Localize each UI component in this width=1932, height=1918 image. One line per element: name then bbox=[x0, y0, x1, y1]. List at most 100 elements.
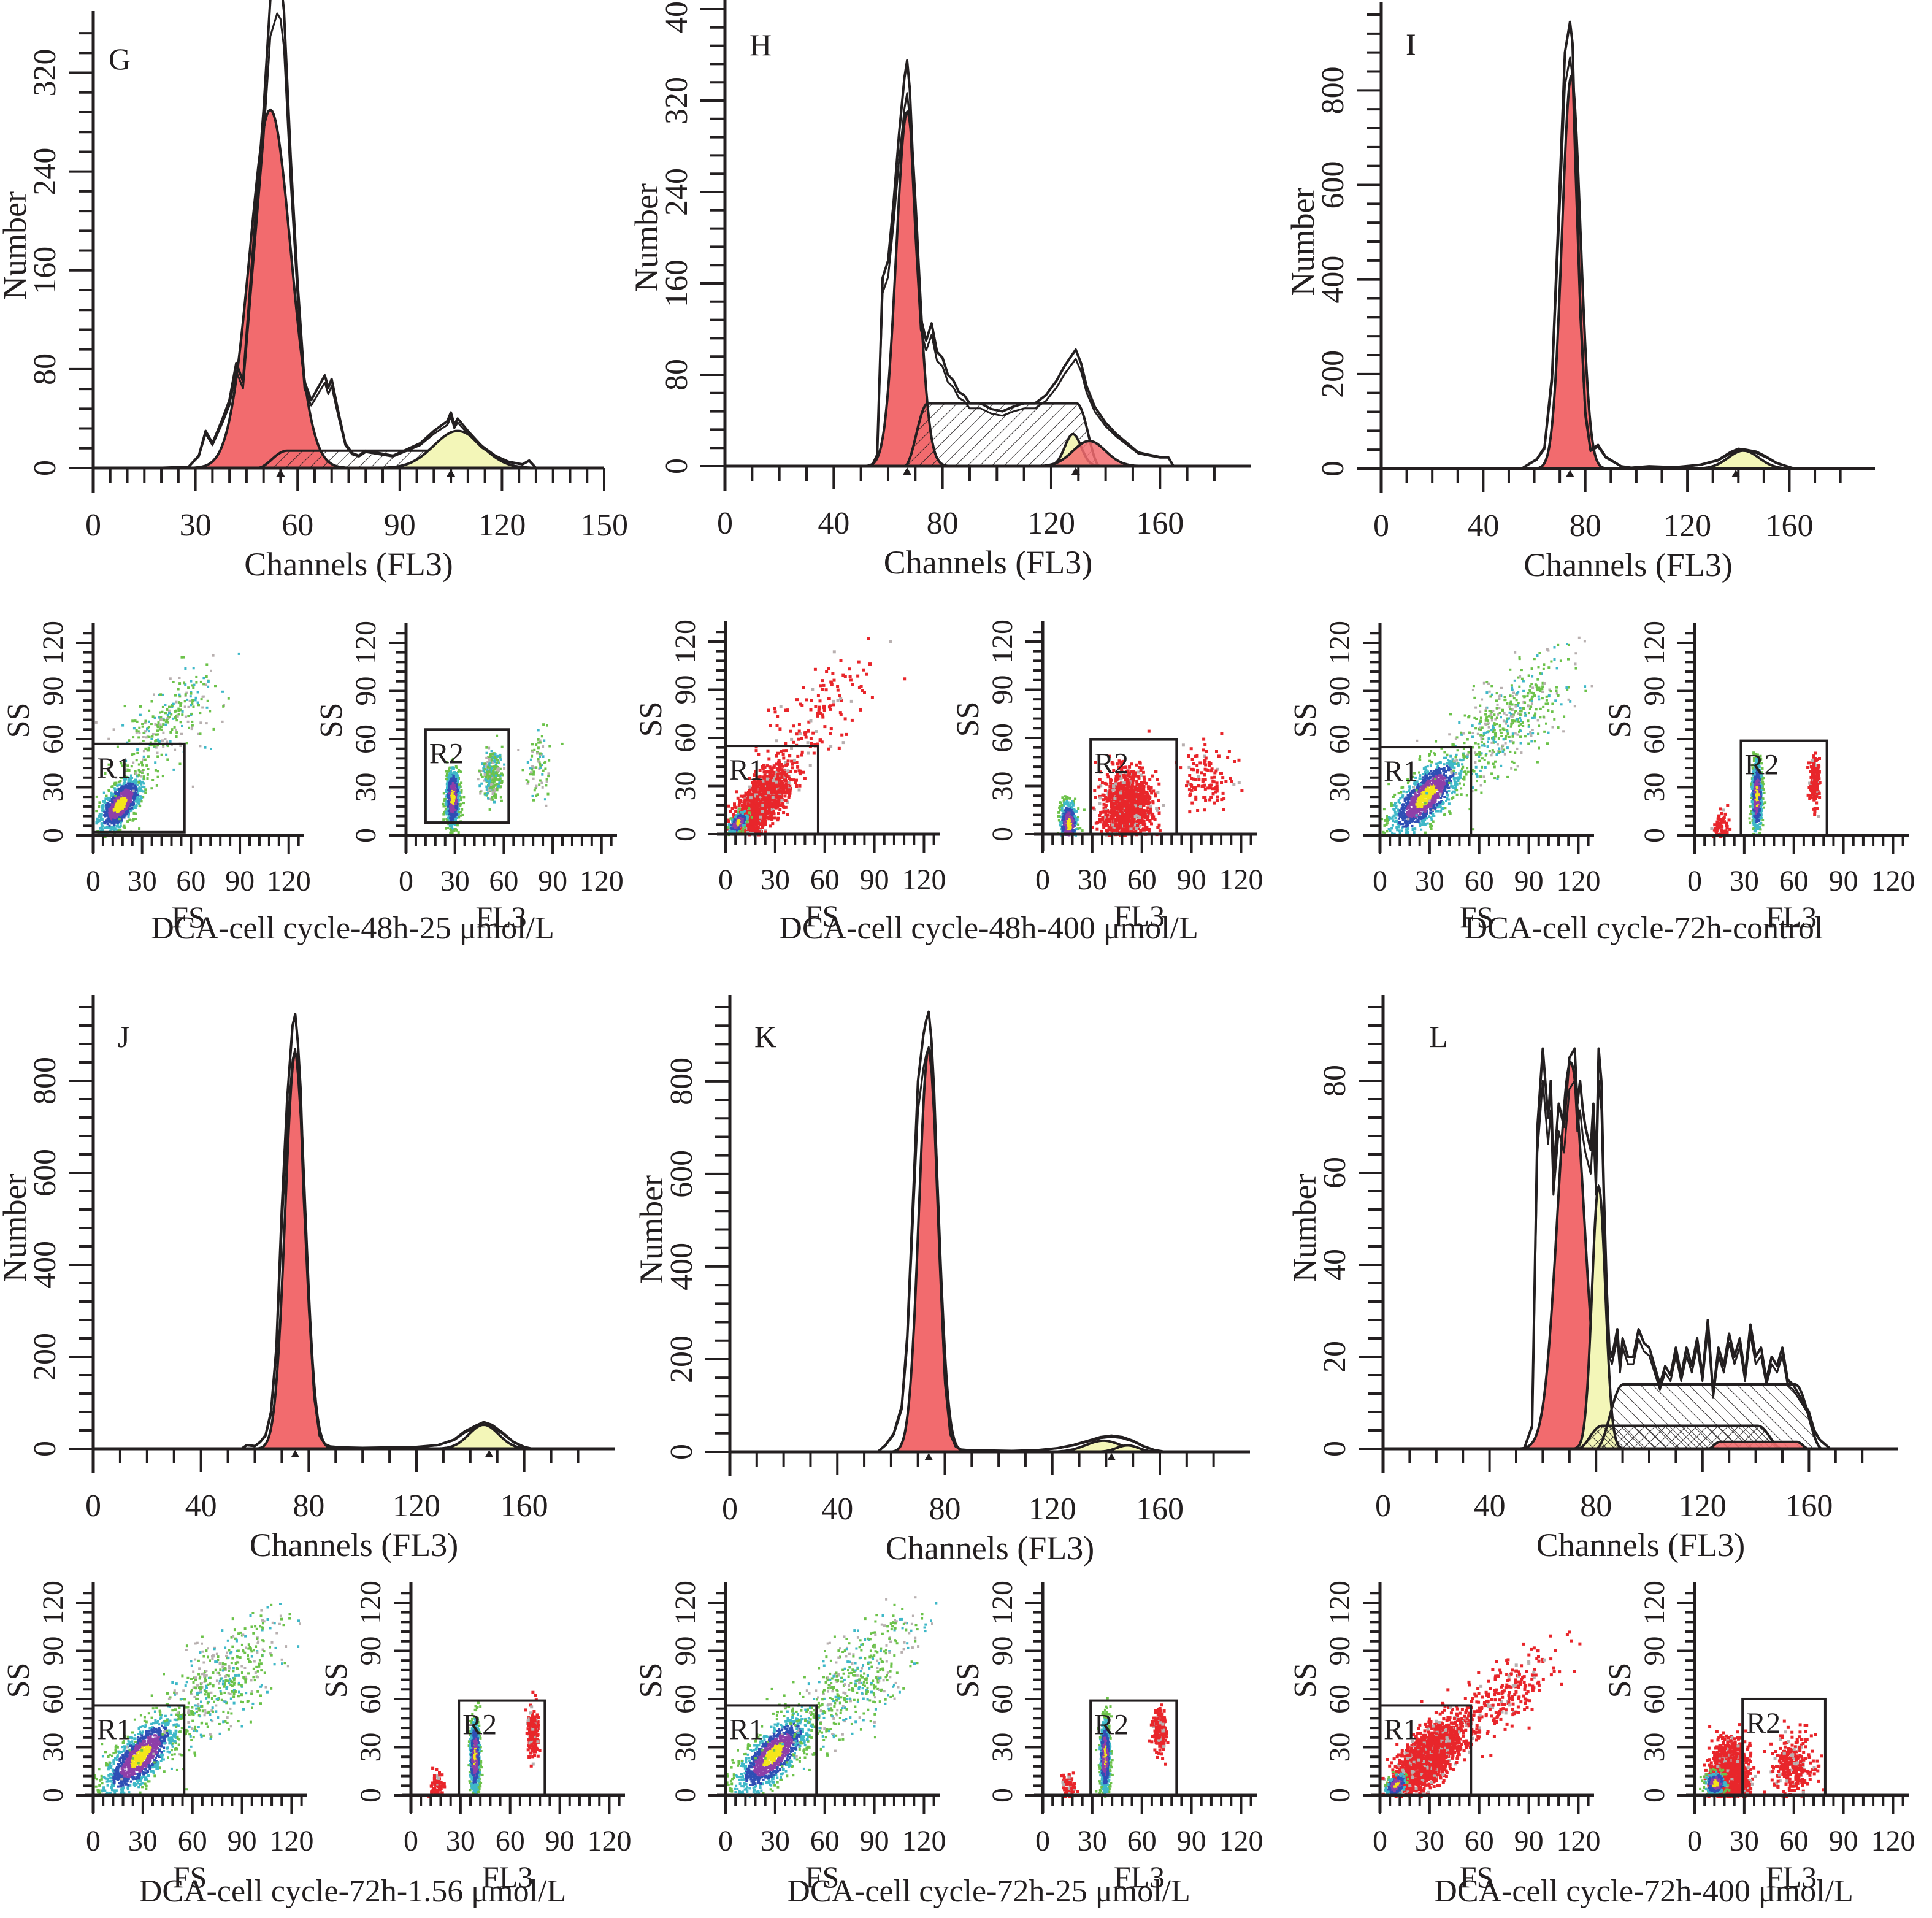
scatter-point bbox=[751, 812, 754, 816]
scatter-point bbox=[757, 830, 761, 834]
scatter-point bbox=[843, 675, 847, 678]
scatter-point bbox=[525, 779, 528, 781]
scatter-point bbox=[129, 801, 132, 804]
scatter-point bbox=[856, 674, 860, 678]
scatter-point bbox=[786, 708, 789, 712]
scatter-point bbox=[447, 802, 450, 805]
scatter-point bbox=[539, 765, 542, 768]
scatter-point bbox=[120, 817, 123, 820]
scatter-point bbox=[537, 760, 540, 763]
scatter-point bbox=[754, 790, 757, 794]
scatter-point bbox=[495, 772, 498, 775]
scatter-point bbox=[766, 770, 770, 774]
scatter-point bbox=[754, 770, 757, 773]
scatter-point bbox=[762, 798, 765, 802]
scatter-point bbox=[154, 769, 157, 772]
scatter-point bbox=[491, 792, 494, 796]
scatter-point bbox=[758, 811, 762, 815]
scatter-point bbox=[455, 800, 458, 803]
scatter-point bbox=[204, 683, 207, 686]
scatter-point bbox=[120, 776, 123, 779]
scatter-point bbox=[116, 784, 119, 788]
scatter-point bbox=[764, 819, 767, 823]
scatter-point bbox=[197, 732, 200, 735]
scatter-point bbox=[772, 764, 776, 768]
scatter-point bbox=[761, 794, 764, 798]
scatter-point bbox=[775, 754, 778, 758]
scatter-point bbox=[176, 715, 179, 718]
scatter-point bbox=[764, 807, 767, 811]
scatter-point bbox=[141, 725, 144, 728]
scatter-point bbox=[161, 775, 164, 778]
scatter-point bbox=[735, 816, 738, 819]
scatter-point bbox=[545, 780, 548, 783]
scatter-point bbox=[821, 688, 824, 691]
panel-label: K bbox=[754, 1019, 776, 1054]
scatter-point bbox=[770, 816, 773, 820]
scatter-point bbox=[799, 769, 802, 773]
scatter-point bbox=[491, 756, 494, 759]
y-axis-label: Number bbox=[633, 1175, 670, 1284]
y-axis-label: Number bbox=[1286, 1174, 1323, 1283]
scatter-point bbox=[458, 807, 461, 810]
scatter-point bbox=[746, 815, 749, 818]
scatter-point bbox=[134, 797, 137, 800]
scatter-point bbox=[759, 780, 762, 784]
scatter-point bbox=[446, 791, 449, 794]
scatter-point bbox=[779, 705, 783, 708]
scatter-point bbox=[164, 738, 167, 740]
scatter-point bbox=[448, 811, 451, 815]
scatter-point bbox=[784, 742, 788, 745]
scatter-point bbox=[780, 763, 783, 766]
scatter-point bbox=[786, 769, 790, 773]
scatter-point bbox=[101, 809, 103, 812]
scatter-point bbox=[148, 735, 151, 738]
scatter-point bbox=[116, 745, 119, 748]
scatter-point bbox=[477, 778, 480, 781]
scatter-point bbox=[816, 694, 820, 697]
scatter-point bbox=[204, 746, 207, 749]
scatter-point bbox=[113, 821, 116, 824]
scatter-point bbox=[748, 777, 751, 780]
scatter-point bbox=[484, 794, 487, 797]
scatter-point bbox=[773, 791, 777, 794]
scatter-point bbox=[445, 795, 448, 798]
scatter-point bbox=[455, 794, 458, 797]
scatter-point bbox=[741, 805, 745, 808]
scatter-point bbox=[180, 732, 183, 735]
scatter-point bbox=[139, 789, 142, 792]
scatter-point bbox=[501, 773, 504, 777]
peak-marker-icon bbox=[485, 1450, 494, 1457]
scatter-point bbox=[764, 792, 767, 796]
scatter-point bbox=[821, 713, 824, 717]
scatter-point bbox=[125, 809, 128, 812]
scatter-point bbox=[795, 778, 798, 782]
scatter-point bbox=[808, 764, 812, 767]
scatter-point bbox=[194, 699, 197, 702]
scatter-point bbox=[179, 721, 182, 724]
scatter-point bbox=[771, 822, 775, 826]
scatter-point bbox=[459, 799, 462, 802]
scatter-point bbox=[451, 813, 454, 816]
scatter-point bbox=[460, 789, 463, 792]
scatter-point bbox=[119, 800, 122, 804]
scatter-point bbox=[744, 810, 746, 813]
scatter-point bbox=[493, 756, 496, 759]
scatter-point bbox=[769, 808, 773, 811]
scatter-point bbox=[450, 775, 453, 778]
scatter-point bbox=[740, 819, 743, 822]
scatter-point bbox=[836, 688, 840, 692]
scatter-point bbox=[521, 769, 524, 772]
x-axis-label: FS bbox=[805, 899, 840, 933]
scatter-point bbox=[839, 659, 843, 662]
scatter-point bbox=[183, 705, 186, 708]
scatter-point bbox=[452, 775, 455, 778]
scatter-point bbox=[851, 683, 854, 686]
scatter-point bbox=[123, 775, 126, 778]
scatter-point bbox=[786, 813, 789, 816]
scatter-point bbox=[1076, 827, 1079, 830]
scatter-point bbox=[192, 667, 195, 670]
scatter-point bbox=[101, 807, 104, 810]
scatter-point bbox=[777, 788, 781, 792]
